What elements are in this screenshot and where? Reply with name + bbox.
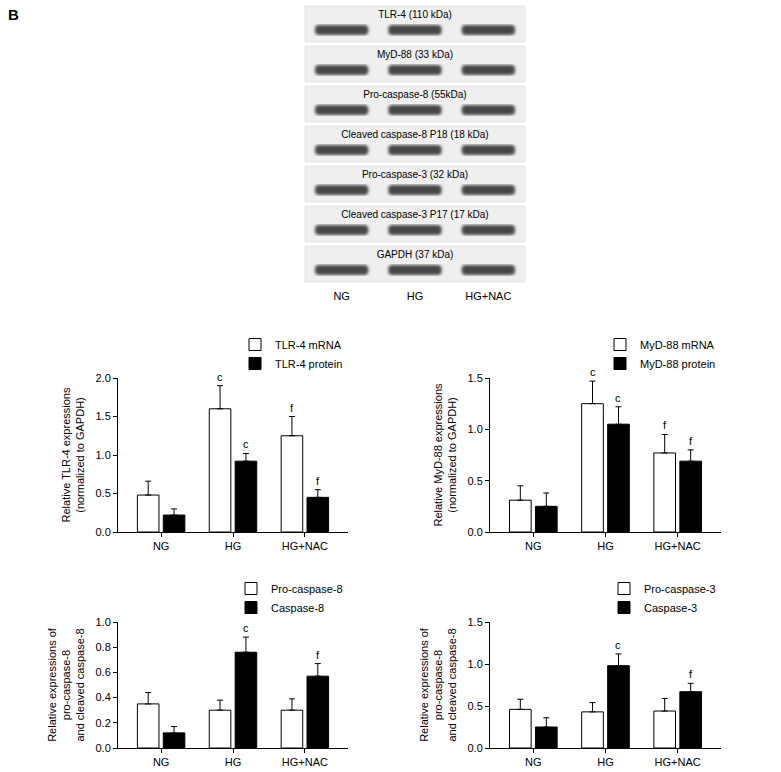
svg-text:HG+NAC: HG+NAC (465, 290, 511, 302)
svg-text:HG: HG (225, 756, 242, 768)
svg-text:HG: HG (597, 756, 614, 768)
svg-text:c: c (217, 371, 223, 383)
svg-text:NG: NG (333, 290, 350, 302)
svg-text:Pro-caspase-8: Pro-caspase-8 (271, 583, 343, 595)
svg-text:NG: NG (153, 540, 170, 552)
svg-text:c: c (615, 392, 621, 404)
svg-text:HG+NAC: HG+NAC (655, 540, 701, 552)
svg-text:0.0: 0.0 (468, 742, 483, 754)
svg-text:0.8: 0.8 (96, 641, 111, 653)
svg-text:1.0: 1.0 (468, 423, 483, 435)
svg-text:TLR-4 protein: TLR-4 protein (275, 358, 342, 370)
svg-text:Caspase-8: Caspase-8 (271, 602, 324, 614)
svg-text:f: f (663, 419, 667, 431)
svg-text:HG+NAC: HG+NAC (282, 540, 328, 552)
svg-text:0.5: 0.5 (468, 475, 483, 487)
svg-text:HG+NAC: HG+NAC (282, 756, 328, 768)
svg-text:MyD-88 protein: MyD-88 protein (640, 358, 715, 370)
svg-text:Relative TLR-4 expressions(nor: Relative TLR-4 expressions(normalized to… (60, 387, 86, 522)
svg-text:NG: NG (525, 756, 542, 768)
svg-text:0.2: 0.2 (96, 717, 111, 729)
svg-text:0.6: 0.6 (96, 666, 111, 678)
svg-text:Pro-caspase-8 (55kDa): Pro-caspase-8 (55kDa) (363, 89, 466, 100)
svg-text:1.5: 1.5 (468, 372, 483, 384)
svg-text:1.5: 1.5 (468, 616, 483, 628)
svg-text:HG: HG (407, 290, 424, 302)
svg-text:Cleaved caspase-8 P18 (18 kDa): Cleaved caspase-8 P18 (18 kDa) (341, 129, 488, 140)
svg-text:NG: NG (153, 756, 170, 768)
svg-text:f: f (290, 402, 294, 414)
svg-text:c: c (615, 639, 621, 651)
svg-text:Pro-caspase-3 (32 kDa): Pro-caspase-3 (32 kDa) (362, 169, 468, 180)
svg-text:TLR-4 (110 kDa): TLR-4 (110 kDa) (378, 9, 452, 20)
svg-text:MyD-88 (33 kDa): MyD-88 (33 kDa) (377, 49, 453, 60)
svg-text:Pro-caspase-3: Pro-caspase-3 (644, 583, 716, 595)
svg-text:0.5: 0.5 (468, 700, 483, 712)
svg-text:Cleaved caspase-3 P17 (17 kDa): Cleaved caspase-3 P17 (17 kDa) (341, 209, 488, 220)
svg-text:1.0: 1.0 (96, 449, 111, 461)
svg-text:Caspase-3: Caspase-3 (644, 602, 697, 614)
svg-text:NG: NG (525, 540, 542, 552)
svg-text:1.5: 1.5 (96, 410, 111, 422)
svg-text:0.5: 0.5 (96, 487, 111, 499)
svg-text:1.0: 1.0 (96, 616, 111, 628)
svg-text:Relative expressions ofpro-cas: Relative expressions ofpro-caspase-8and … (46, 627, 87, 742)
svg-text:B: B (8, 6, 19, 23)
svg-text:c: c (243, 622, 249, 634)
svg-text:f: f (316, 649, 320, 661)
svg-text:1.0: 1.0 (468, 658, 483, 670)
svg-text:Relative expressions ofpro-cas: Relative expressions ofpro-caspase-8and … (418, 627, 459, 742)
svg-text:f: f (316, 475, 320, 487)
svg-text:0.0: 0.0 (96, 526, 111, 538)
svg-text:c: c (243, 438, 249, 450)
svg-text:GAPDH (37 kDa): GAPDH (37 kDa) (377, 249, 454, 260)
svg-text:TLR-4 mRNA: TLR-4 mRNA (275, 339, 342, 351)
svg-text:HG+NAC: HG+NAC (655, 756, 701, 768)
svg-text:c: c (590, 366, 596, 378)
svg-text:MyD-88 mRNA: MyD-88 mRNA (640, 339, 715, 351)
svg-text:0.4: 0.4 (96, 691, 111, 703)
svg-text:Relative MyD-88 expressions(no: Relative MyD-88 expressions(normalized t… (432, 383, 458, 527)
svg-text:2.0: 2.0 (96, 372, 111, 384)
svg-text:f: f (689, 668, 693, 680)
svg-text:0.0: 0.0 (468, 526, 483, 538)
svg-text:HG: HG (597, 540, 614, 552)
svg-text:HG: HG (225, 540, 242, 552)
svg-text:0.0: 0.0 (96, 742, 111, 754)
svg-text:f: f (689, 435, 693, 447)
